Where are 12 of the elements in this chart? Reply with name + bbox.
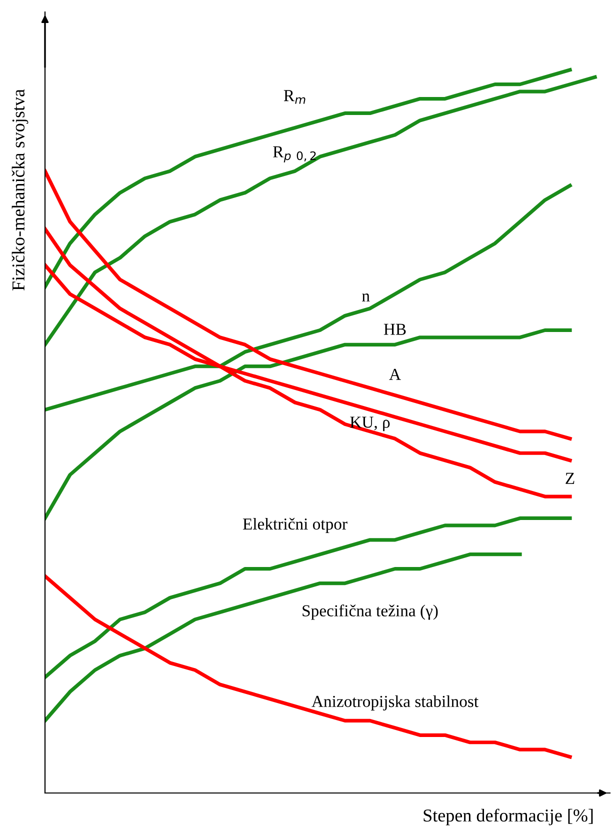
series-label: Električni otpor [242,518,348,534]
series-label: n [362,294,370,302]
series-label: A [389,368,401,380]
series-label: Anizotropijska stabilnost [312,695,478,710]
series-label: R$_{m}$ [284,90,306,104]
y-axis-title: Fizičko-mehanička svojstva [12,89,28,291]
series-label: Specifična težina (γ) [302,604,438,620]
series-label: R$_{p 0,2}$ [273,146,316,162]
series-label: Z [566,472,574,484]
series-label: HB [384,324,406,335]
x-axis-title: Stepen deformacije [%] [424,808,593,826]
series-label: KU, ρ [350,416,390,432]
